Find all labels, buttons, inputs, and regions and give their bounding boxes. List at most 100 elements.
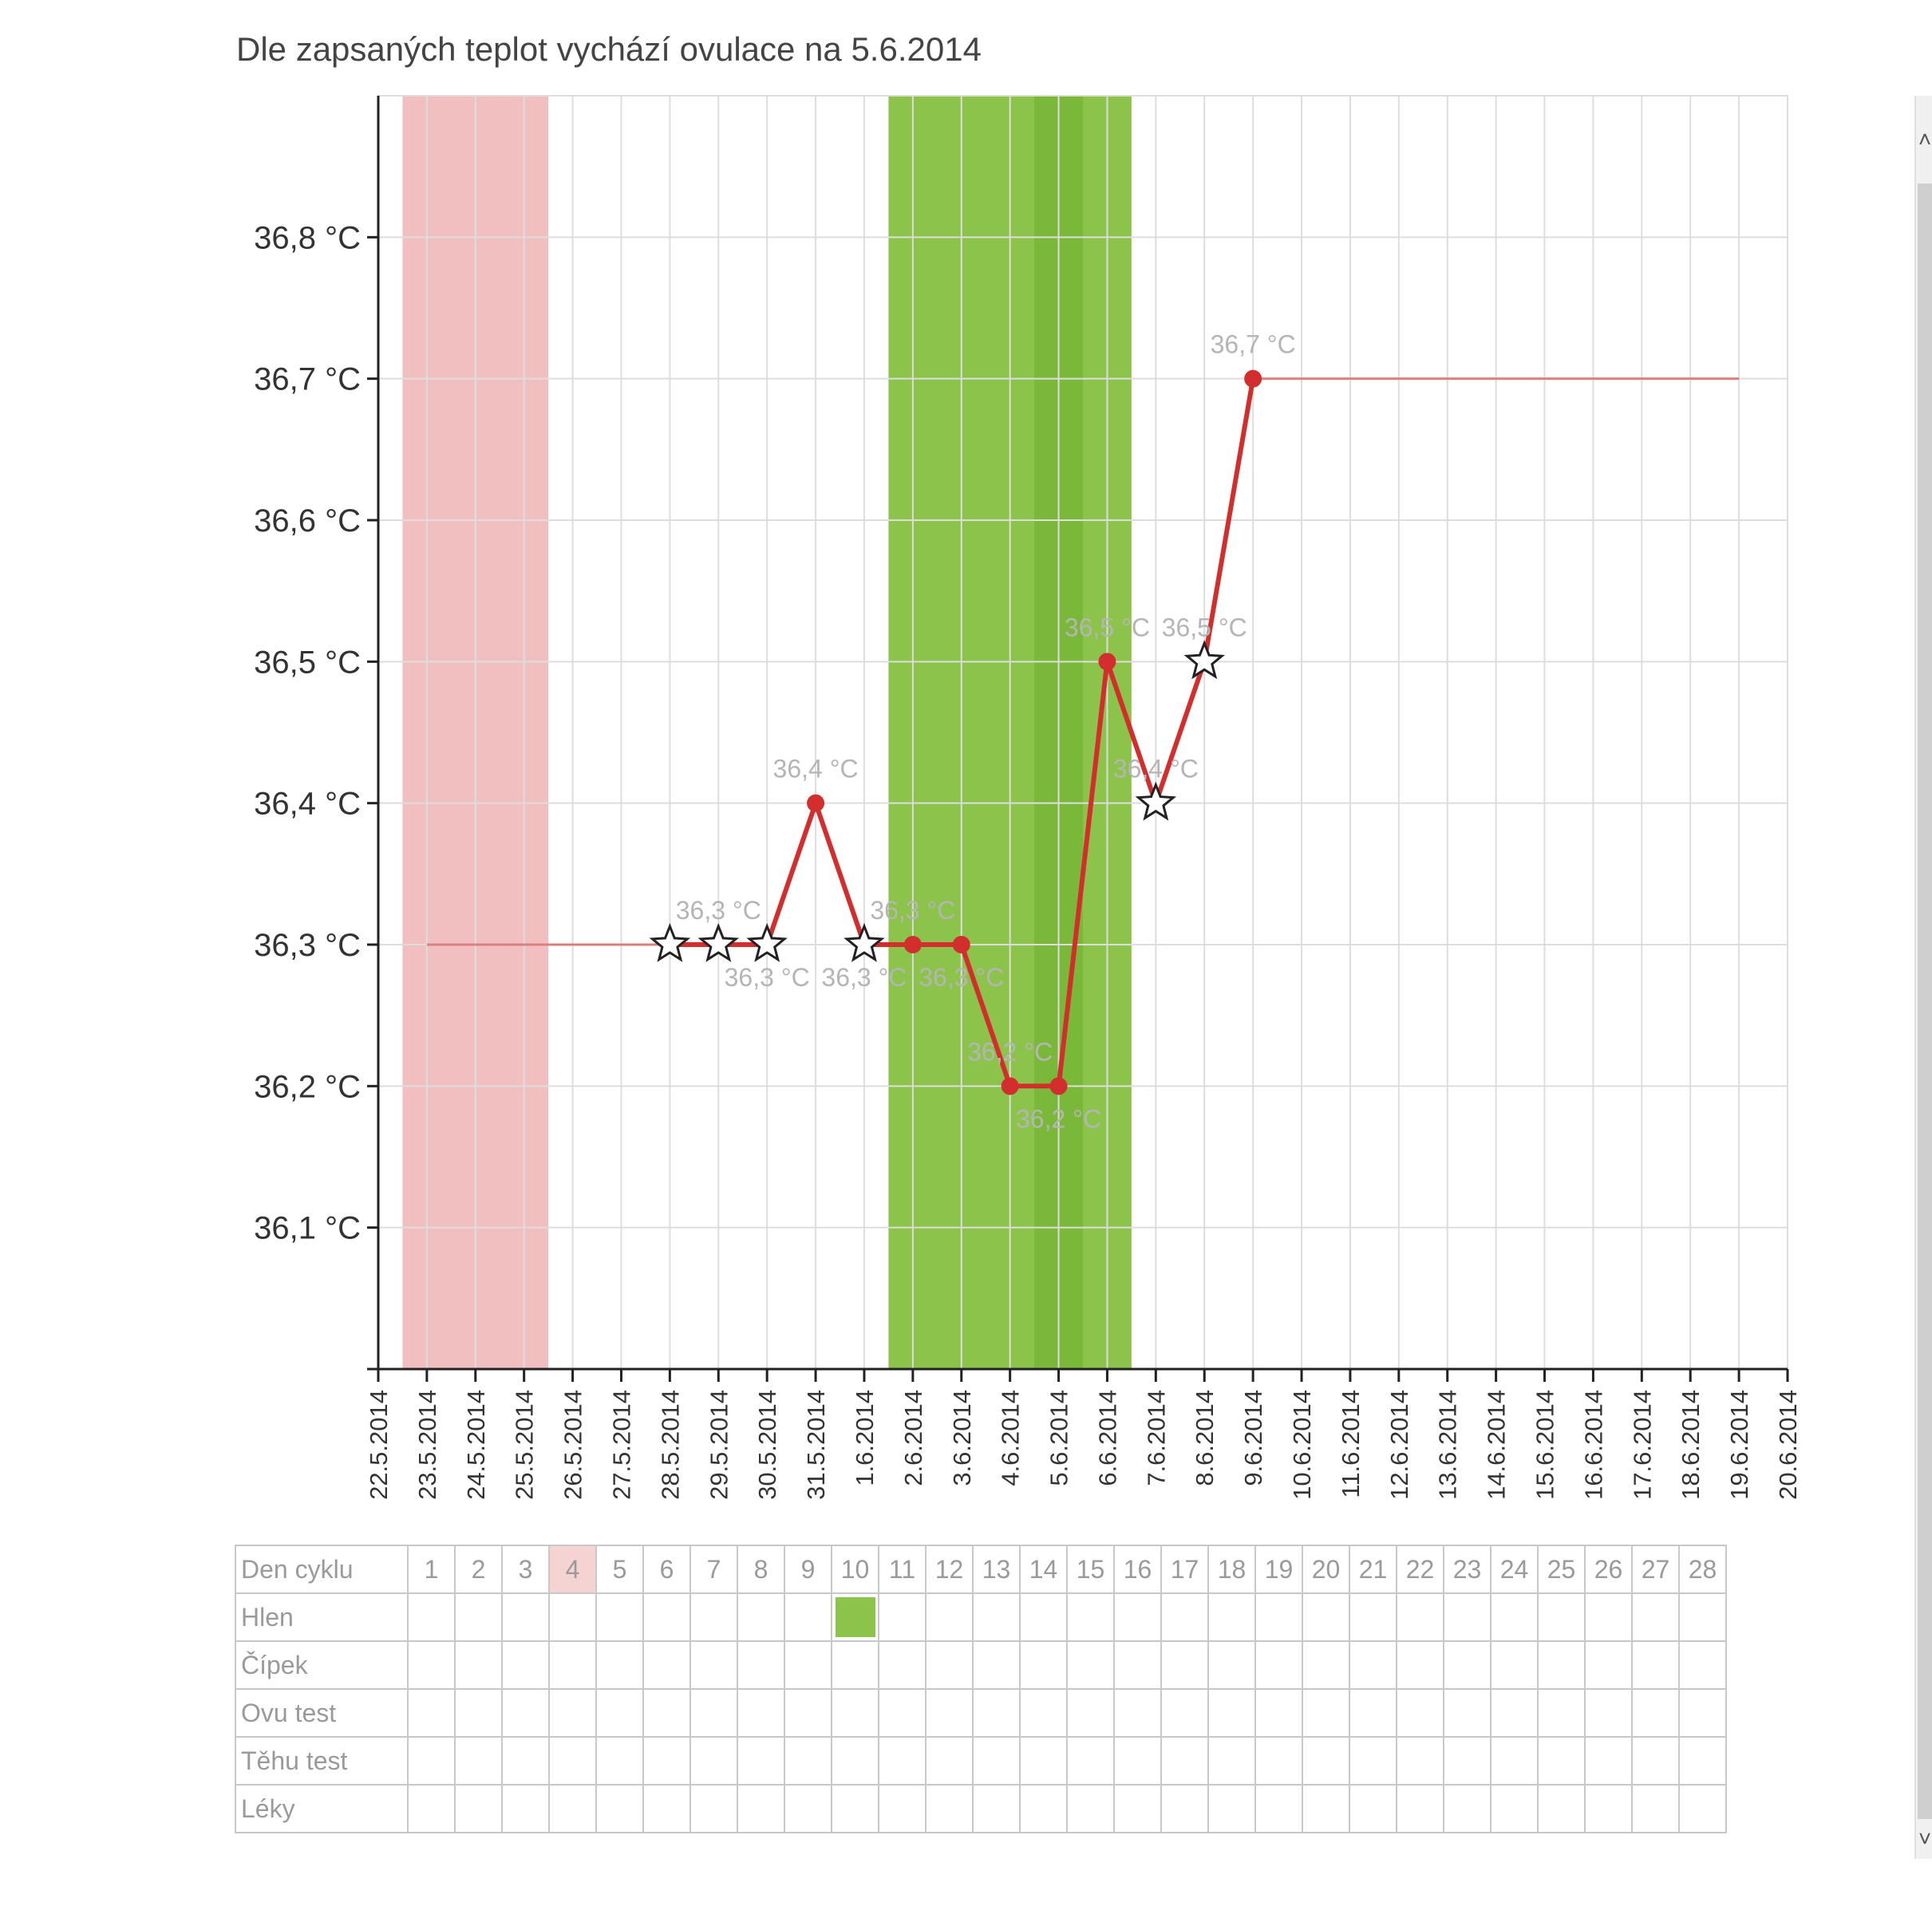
table-cell[interactable] — [1443, 1640, 1491, 1690]
table-cell[interactable] — [737, 1784, 785, 1833]
table-cell[interactable] — [1349, 1736, 1397, 1786]
table-cell[interactable] — [1678, 1592, 1727, 1642]
table-cell[interactable] — [454, 1688, 503, 1738]
table-cell[interactable] — [1066, 1784, 1115, 1833]
table-cell[interactable] — [1584, 1688, 1633, 1738]
table-cell[interactable] — [454, 1784, 503, 1833]
table-cell[interactable] — [1160, 1736, 1209, 1786]
table-cell[interactable] — [1678, 1688, 1727, 1738]
table-cell[interactable] — [548, 1736, 597, 1786]
table-cell[interactable] — [407, 1592, 456, 1642]
table-cell[interactable] — [689, 1688, 738, 1738]
table-cell[interactable] — [972, 1736, 1021, 1786]
table-cell[interactable] — [925, 1688, 974, 1738]
table-cell[interactable] — [1113, 1736, 1162, 1786]
table-cell[interactable] — [1302, 1784, 1350, 1833]
table-cell[interactable] — [1349, 1784, 1397, 1833]
table-cell[interactable] — [1678, 1640, 1727, 1690]
table-cell[interactable] — [784, 1592, 832, 1642]
table-cell[interactable] — [1396, 1736, 1444, 1786]
table-cell[interactable] — [1113, 1784, 1162, 1833]
table-cell[interactable] — [878, 1736, 926, 1786]
table-cell[interactable] — [501, 1736, 550, 1786]
table-cell[interactable] — [831, 1736, 879, 1786]
table-cell[interactable] — [1396, 1592, 1444, 1642]
table-cell[interactable] — [689, 1736, 738, 1786]
table-cell[interactable] — [925, 1736, 974, 1786]
table-cell[interactable] — [1207, 1640, 1256, 1690]
table-cell[interactable] — [878, 1640, 926, 1690]
table-cell[interactable] — [642, 1592, 691, 1642]
table-cell[interactable] — [1490, 1736, 1539, 1786]
table-cell[interactable] — [1396, 1784, 1444, 1833]
table-cell[interactable] — [548, 1640, 597, 1690]
table-cell[interactable] — [737, 1736, 785, 1786]
table-cell[interactable] — [1537, 1592, 1586, 1642]
scroll-down-icon[interactable]: ˅ — [1918, 1826, 1932, 1851]
table-cell[interactable] — [784, 1640, 832, 1690]
table-cell[interactable] — [737, 1688, 785, 1738]
table-cell[interactable] — [925, 1592, 974, 1642]
table-cell[interactable] — [1443, 1784, 1491, 1833]
vertical-scrollbar[interactable]: ˄ ˅ — [1914, 96, 1932, 1859]
table-cell[interactable] — [1207, 1736, 1256, 1786]
table-cell[interactable] — [407, 1688, 456, 1738]
table-cell[interactable] — [784, 1736, 832, 1786]
table-cell[interactable] — [1631, 1784, 1680, 1833]
table-cell[interactable] — [1207, 1592, 1256, 1642]
table-cell[interactable] — [1254, 1736, 1303, 1786]
table-cell[interactable] — [454, 1640, 503, 1690]
table-cell[interactable] — [689, 1640, 738, 1690]
table-cell[interactable] — [1066, 1592, 1115, 1642]
table-cell[interactable] — [1066, 1688, 1115, 1738]
table-cell[interactable] — [1396, 1688, 1444, 1738]
table-cell[interactable] — [595, 1784, 644, 1833]
table-cell[interactable] — [1584, 1640, 1633, 1690]
table-cell[interactable] — [642, 1640, 691, 1690]
table-cell[interactable] — [689, 1784, 738, 1833]
table-cell[interactable] — [878, 1784, 926, 1833]
table-cell[interactable] — [1584, 1592, 1633, 1642]
table-cell[interactable] — [595, 1736, 644, 1786]
table-cell[interactable] — [1160, 1592, 1209, 1642]
table-cell[interactable] — [642, 1688, 691, 1738]
table-cell[interactable] — [1302, 1688, 1350, 1738]
table-cell[interactable] — [1019, 1688, 1068, 1738]
table-cell[interactable] — [1537, 1736, 1586, 1786]
table-cell[interactable] — [642, 1784, 691, 1833]
table-cell[interactable] — [925, 1784, 974, 1833]
scroll-thumb[interactable] — [1918, 183, 1932, 1819]
table-cell[interactable] — [1207, 1784, 1256, 1833]
table-cell[interactable] — [595, 1688, 644, 1738]
table-cell[interactable] — [689, 1592, 738, 1642]
table-cell[interactable] — [831, 1640, 879, 1690]
table-cell[interactable] — [1113, 1592, 1162, 1642]
table-cell[interactable] — [1631, 1688, 1680, 1738]
table-cell[interactable] — [1254, 1784, 1303, 1833]
table-cell[interactable] — [1019, 1640, 1068, 1690]
table-cell[interactable] — [737, 1640, 785, 1690]
table-cell[interactable] — [548, 1688, 597, 1738]
table-cell[interactable] — [595, 1640, 644, 1690]
table-cell[interactable] — [1631, 1640, 1680, 1690]
table-cell[interactable] — [1349, 1688, 1397, 1738]
table-cell[interactable] — [1160, 1784, 1209, 1833]
table-cell[interactable] — [972, 1592, 1021, 1642]
table-cell[interactable] — [1254, 1592, 1303, 1642]
table-cell[interactable] — [501, 1784, 550, 1833]
table-cell[interactable] — [548, 1592, 597, 1642]
table-cell[interactable] — [1113, 1688, 1162, 1738]
table-cell[interactable] — [1019, 1784, 1068, 1833]
table-cell[interactable] — [1443, 1592, 1491, 1642]
table-cell[interactable] — [1160, 1640, 1209, 1690]
table-cell[interactable] — [784, 1688, 832, 1738]
table-cell[interactable] — [972, 1784, 1021, 1833]
table-cell[interactable] — [1019, 1592, 1068, 1642]
table-cell[interactable] — [501, 1592, 550, 1642]
table-cell[interactable] — [972, 1688, 1021, 1738]
table-cell[interactable] — [407, 1784, 456, 1833]
table-cell[interactable] — [595, 1592, 644, 1642]
table-cell[interactable] — [1207, 1688, 1256, 1738]
table-cell[interactable] — [1490, 1640, 1539, 1690]
table-cell[interactable] — [1302, 1592, 1350, 1642]
